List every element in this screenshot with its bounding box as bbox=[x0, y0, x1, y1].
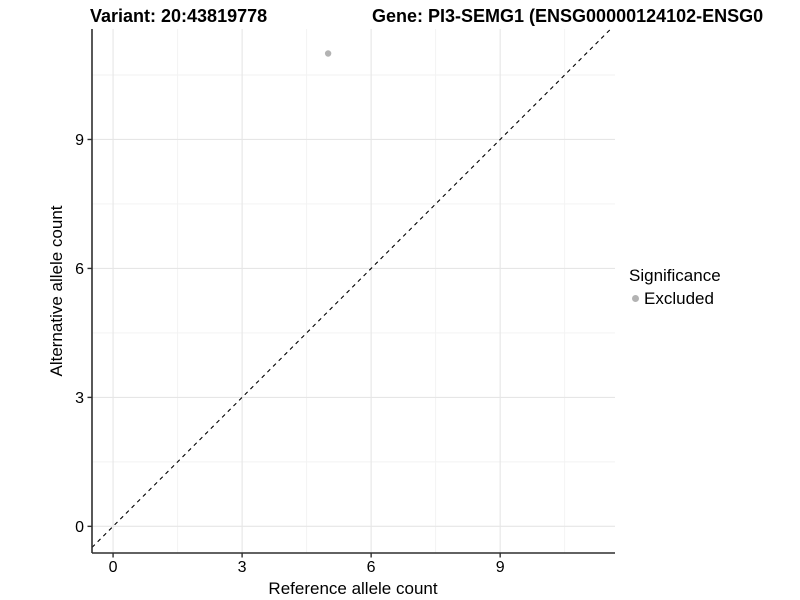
y-tick-label: 0 bbox=[75, 519, 84, 536]
legend-entries: Excluded bbox=[629, 289, 721, 308]
y-tick-label: 3 bbox=[75, 390, 84, 407]
legend-entry-label: Excluded bbox=[644, 289, 714, 308]
legend-point-icon bbox=[632, 295, 639, 302]
gene-title: Gene: PI3-SEMG1 (ENSG00000124102-ENSG0 bbox=[372, 6, 764, 26]
y-axis-title: Alternative allele count bbox=[47, 205, 66, 377]
legend-entry: Excluded bbox=[629, 289, 721, 308]
x-tick-label: 6 bbox=[367, 559, 376, 576]
identity-line bbox=[91, 28, 612, 548]
legend: Significance Excluded bbox=[629, 266, 721, 308]
x-tick-label: 0 bbox=[109, 559, 118, 576]
y-tick-label: 6 bbox=[75, 261, 84, 278]
legend-title: Significance bbox=[629, 266, 721, 285]
data-point bbox=[324, 50, 332, 57]
variant-title: Variant: 20:43819778 bbox=[90, 6, 268, 26]
y-tick-label: 9 bbox=[75, 132, 84, 149]
x-axis-title: Reference allele count bbox=[268, 579, 438, 598]
x-tick-label: 9 bbox=[496, 559, 505, 576]
x-tick-label: 3 bbox=[238, 559, 247, 576]
